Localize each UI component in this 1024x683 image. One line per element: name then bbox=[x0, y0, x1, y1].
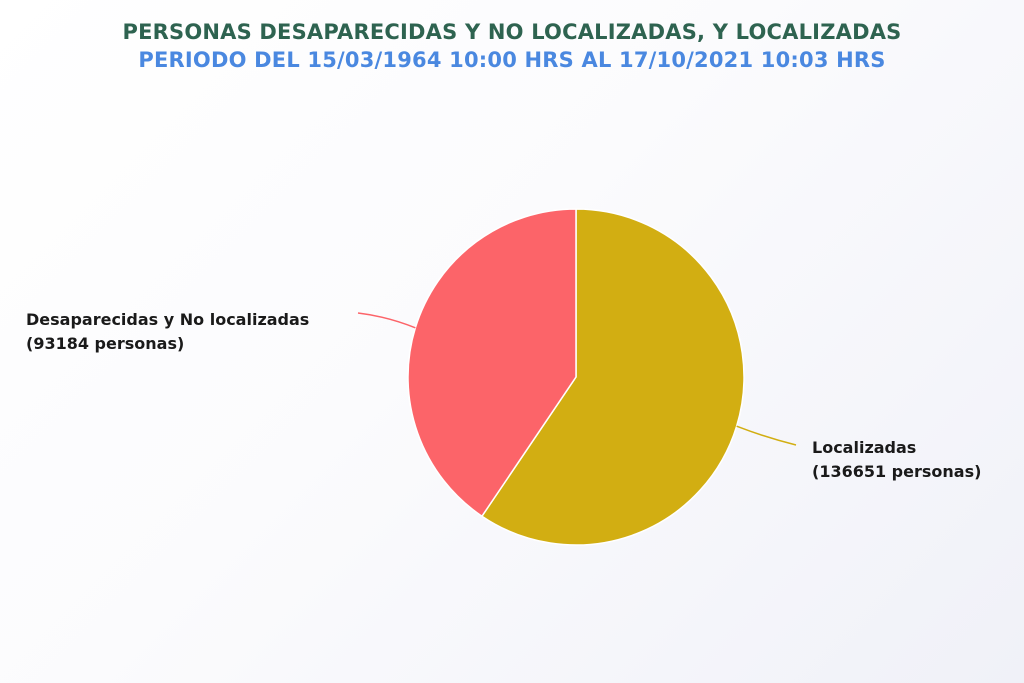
pie-slice-localizadas bbox=[481, 208, 745, 546]
slice-value-label-localizadas: (136651 personas) bbox=[812, 462, 981, 481]
pie-slices bbox=[407, 208, 745, 546]
label-connectors bbox=[357, 312, 797, 446]
slice-value-label-desaparecidas-y-no-localizadas: (93184 personas) bbox=[26, 334, 184, 353]
chart-title: PERSONAS DESAPARECIDAS Y NO LOCALIZADAS,… bbox=[122, 20, 902, 44]
chart-subtitle: PERIODO DEL 15/03/1964 10:00 HRS AL 17/1… bbox=[138, 48, 886, 72]
connector-desaparecidas-y-no-localizadas bbox=[357, 312, 416, 329]
slice-label-desaparecidas-y-no-localizadas: Desaparecidas y No localizadas bbox=[26, 310, 309, 329]
connector-localizadas bbox=[736, 425, 797, 446]
slice-label-localizadas: Localizadas bbox=[812, 438, 916, 457]
slice-labels: Localizadas (136651 personas) Desaparecida… bbox=[26, 310, 981, 481]
chart-header: PERSONAS DESAPARECIDAS Y NO LOCALIZADAS,… bbox=[0, 18, 1024, 74]
